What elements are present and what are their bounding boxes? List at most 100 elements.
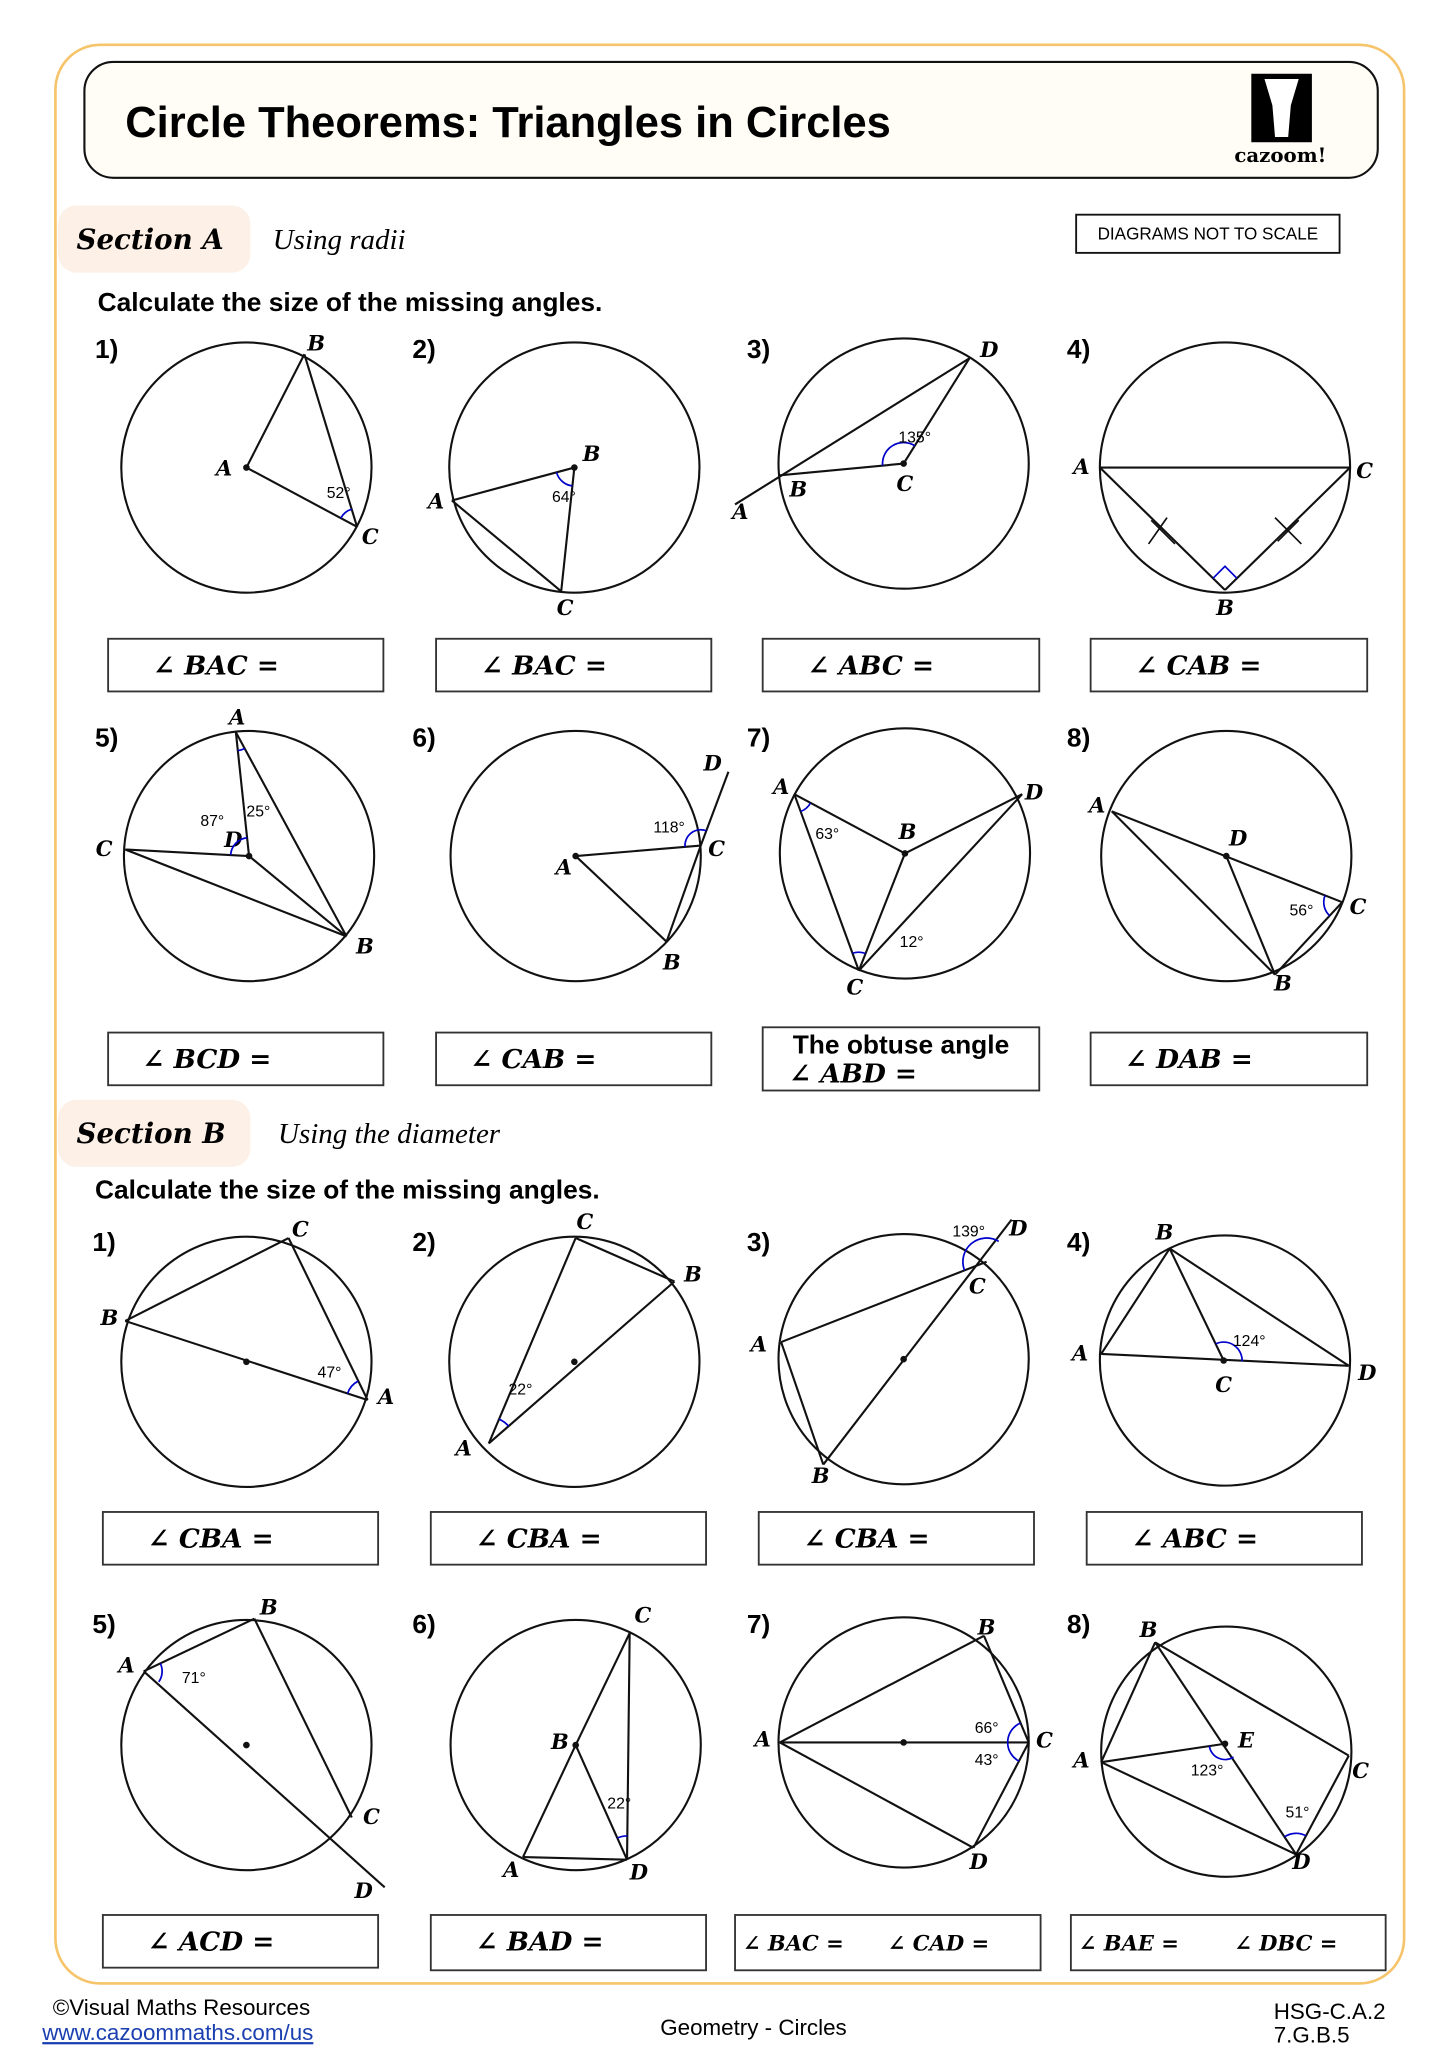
point-label-C: C <box>634 1603 651 1628</box>
answer-box[interactable] <box>429 1914 707 1972</box>
circle <box>120 1235 373 1488</box>
question-number: 8) <box>1067 723 1090 753</box>
answer-box[interactable] <box>101 1511 380 1566</box>
segment-BC <box>303 353 359 528</box>
question-number: 1) <box>92 1227 115 1257</box>
question-number: 7) <box>747 1609 770 1639</box>
segment-CB <box>124 848 347 938</box>
given-angle: 139° <box>952 1224 985 1241</box>
answer-box[interactable] <box>761 1026 1041 1092</box>
angle-arc <box>340 508 352 519</box>
point-label-B: B <box>1215 595 1234 620</box>
answer-box[interactable] <box>101 1914 380 1969</box>
copyright: ©Visual Maths Resources <box>53 1995 310 2020</box>
answer-box[interactable] <box>107 637 385 693</box>
answer-prompt: ∠ BAC = <box>153 650 279 681</box>
segment-AD <box>522 1855 628 1861</box>
given-angle: 118° <box>653 819 685 836</box>
point-label-A: A <box>376 1384 394 1409</box>
segment-AB <box>488 1280 676 1445</box>
answer-box[interactable] <box>1089 1031 1369 1087</box>
segment-AB <box>1100 1641 1157 1763</box>
section-a-question-3: 3) A B C D 135° ∠ ABC = <box>730 334 1041 693</box>
point-label-B: B <box>662 949 681 974</box>
circle <box>120 341 373 594</box>
segment-CD <box>625 1633 631 1860</box>
segment-AB <box>245 353 306 469</box>
point-label-D: D <box>629 1859 649 1884</box>
point-label-D: D <box>979 337 999 362</box>
point-label-A: A <box>1071 1747 1089 1772</box>
answer-box[interactable] <box>734 1914 1042 1972</box>
not-to-scale-note: DIAGRAMS NOT TO SCALE <box>1098 225 1319 244</box>
circle <box>448 341 701 594</box>
centre-dot <box>571 464 578 471</box>
point-label-C: C <box>577 1209 594 1234</box>
point-label-B: B <box>100 1305 119 1330</box>
segment-BC <box>253 1618 353 1818</box>
question-number: 6) <box>412 723 435 753</box>
circle <box>1098 1234 1352 1487</box>
angle-arc <box>1215 1341 1243 1362</box>
answer-prompt: ∠ CBA = <box>804 1524 930 1555</box>
section-b-question-8: 8) A B C D E 123° 51° ∠ BAE = ∠ DBC = <box>1067 1609 1387 1972</box>
point-label-C: C <box>363 1804 380 1829</box>
segment-AB <box>234 731 348 937</box>
point-label-A: A <box>214 455 232 480</box>
segment-BC <box>857 853 906 972</box>
point-label-C: C <box>1350 894 1367 919</box>
segment-CD <box>125 848 250 858</box>
circle <box>449 729 702 983</box>
given-angle: 135° <box>898 430 931 447</box>
diagrams: 1) A B C 52° ∠ BAC = 2) A B C 64° ∠ BAC = 3) A B C D 135°… <box>92 330 1387 1972</box>
answer-box[interactable] <box>435 637 713 693</box>
segment-DC <box>858 793 1023 972</box>
question-number: 4) <box>1067 334 1090 364</box>
centre-dot <box>571 1358 578 1366</box>
angle-arc <box>346 1380 359 1394</box>
angle-arc <box>616 1835 628 1839</box>
angle-arc <box>1006 1722 1021 1743</box>
answer-box[interactable] <box>1069 1914 1387 1972</box>
section-a-question-1: 1) A B C 52° ∠ BAC = <box>95 330 385 693</box>
segment-AB <box>793 793 906 855</box>
answer-box[interactable] <box>1089 637 1369 693</box>
centre-dot <box>243 1741 250 1749</box>
segment-BC <box>1154 1641 1350 1757</box>
point-label-A: A <box>116 1653 134 1678</box>
answer-box[interactable] <box>1085 1511 1363 1566</box>
angle-arc <box>498 1418 510 1427</box>
section-b-question-6: 6) A B C D 22° ∠ BAD = <box>412 1603 707 1972</box>
answer-prompt: ∠ CBA = <box>476 1524 602 1555</box>
question-number: 2) <box>412 334 435 364</box>
segment-CB <box>665 845 702 943</box>
answer-box[interactable] <box>107 1031 385 1087</box>
point-label-B: B <box>550 1729 569 1754</box>
angle-arc <box>555 472 573 487</box>
given-angle: 87° <box>200 813 224 830</box>
point-label-A: A <box>1070 1341 1088 1366</box>
point-label-B: B <box>788 477 807 502</box>
segment-BC <box>1224 466 1351 591</box>
centre-dot <box>901 850 909 857</box>
point-label-C: C <box>708 836 725 861</box>
point-label-B: B <box>1154 1219 1173 1244</box>
website-link[interactable]: www.cazoommaths.com/us <box>41 2020 313 2045</box>
topic: Geometry - Circles <box>660 2015 846 2040</box>
answer-box[interactable] <box>761 637 1041 693</box>
page-border <box>54 43 1406 1985</box>
page-title: Circle Theorems: Triangles in Circles <box>125 99 891 147</box>
answer-box[interactable] <box>757 1511 1035 1566</box>
point-label-C: C <box>897 471 914 496</box>
answer-prompt: ∠ ABC = <box>1131 1524 1258 1555</box>
answer-box[interactable] <box>435 1031 713 1087</box>
circle <box>449 1618 702 1872</box>
point-label-A: A <box>227 704 245 729</box>
point-label-A: A <box>454 1435 472 1460</box>
section-b-question-1: 1) A B C 47° ∠ CBA = <box>92 1217 394 1566</box>
section-a-instruction: Calculate the size of the missing angles… <box>98 287 603 317</box>
point-label-B: B <box>1139 1617 1158 1642</box>
question-number: 1) <box>95 334 118 364</box>
answer-prompt: ∠ ABC = <box>807 650 934 681</box>
answer-box[interactable] <box>429 1511 707 1566</box>
